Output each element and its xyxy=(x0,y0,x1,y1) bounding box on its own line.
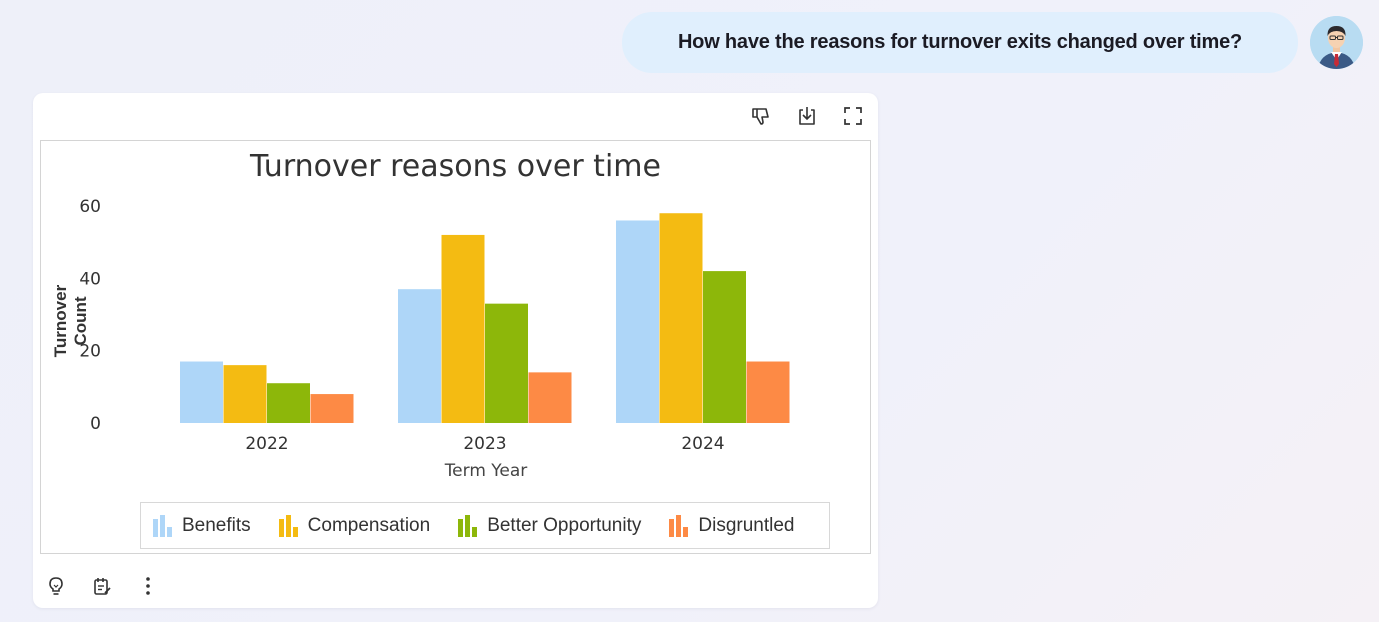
more-vertical-icon[interactable] xyxy=(135,573,161,599)
bar-benefits-2022[interactable] xyxy=(180,361,223,423)
bar-better-opportunity-2024[interactable] xyxy=(703,271,746,423)
chart-card: Turnover reasons over time Turnover Coun… xyxy=(33,93,878,608)
legend-item-compensation[interactable]: Compensation xyxy=(278,514,431,537)
download-icon[interactable] xyxy=(794,103,820,129)
legend-item-disgruntled[interactable]: Disgruntled xyxy=(669,514,795,537)
x-tick-label: 2023 xyxy=(463,434,506,454)
bar-benefits-2024[interactable] xyxy=(616,220,659,423)
legend-label: Better Opportunity xyxy=(487,514,642,536)
lightbulb-icon[interactable] xyxy=(43,573,69,599)
legend-label: Compensation xyxy=(307,514,431,536)
legend-label: Benefits xyxy=(182,514,251,536)
bar-disgruntled-2022[interactable] xyxy=(310,394,354,423)
y-tick-label: 0 xyxy=(90,414,101,434)
notes-icon[interactable] xyxy=(89,573,115,599)
legend-item-benefits[interactable]: Benefits xyxy=(153,514,251,537)
user-question-text: How have the reasons for turnover exits … xyxy=(677,31,1243,53)
bar-disgruntled-2023[interactable] xyxy=(528,372,572,423)
bar-chart-icon xyxy=(669,514,690,537)
bar-chart-icon xyxy=(458,514,479,537)
bar-chart-icon xyxy=(153,514,174,537)
y-tick-label: 20 xyxy=(79,342,101,362)
x-tick-label: 2022 xyxy=(245,434,288,454)
bar-chart-plot: 0 20 40 60 2022 2023 2024 xyxy=(79,197,790,454)
bar-benefits-2023[interactable] xyxy=(398,289,441,423)
bar-disgruntled-2024[interactable] xyxy=(746,361,790,423)
thumbs-down-icon[interactable] xyxy=(748,103,774,129)
bar-better-opportunity-2023[interactable] xyxy=(485,303,528,423)
bar-chart-icon xyxy=(278,514,300,537)
chart-legend: Benefits Compensation Better Opportunity Di… xyxy=(140,502,830,549)
user-message-bubble: How have the reasons for turnover exits … xyxy=(622,12,1298,73)
chart-container: Turnover reasons over time Turnover Coun… xyxy=(40,140,871,554)
bar-compensation-2023[interactable] xyxy=(441,234,485,423)
bar-compensation-2024[interactable] xyxy=(659,213,703,423)
bar-compensation-2022[interactable] xyxy=(223,365,267,423)
chart-title: Turnover reasons over time xyxy=(250,149,661,184)
legend-item-better-opportunity[interactable]: Better Opportunity xyxy=(458,514,642,537)
y-tick-label: 40 xyxy=(79,269,101,289)
fullscreen-icon[interactable] xyxy=(840,103,866,129)
user-avatar xyxy=(1310,16,1363,69)
bar-better-opportunity-2022[interactable] xyxy=(267,383,310,423)
legend-label: Disgruntled xyxy=(698,514,795,536)
person-icon xyxy=(1310,16,1363,69)
y-tick-label: 60 xyxy=(79,197,101,217)
x-tick-label: 2024 xyxy=(681,434,724,454)
x-axis-label: Term Year xyxy=(444,461,528,481)
